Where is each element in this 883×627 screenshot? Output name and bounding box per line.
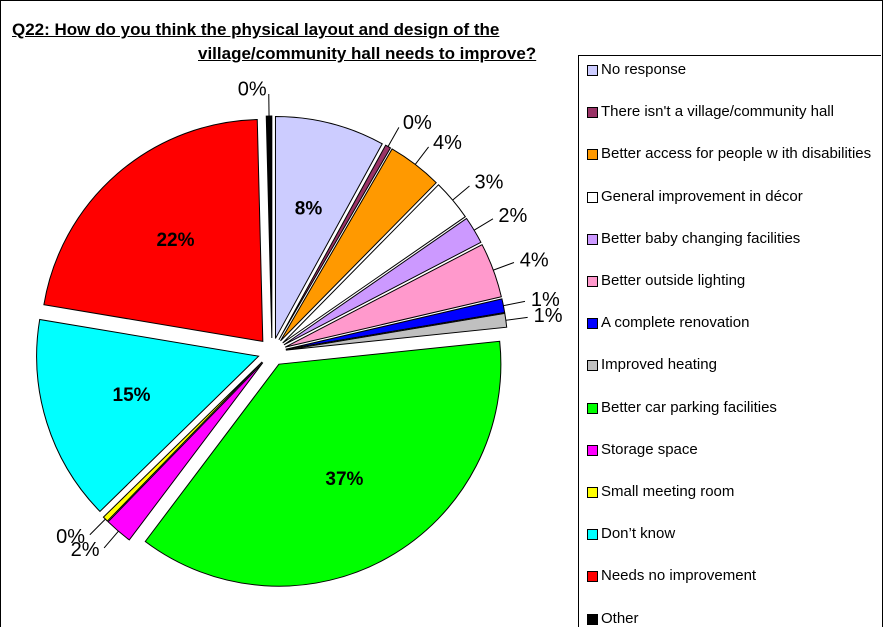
- leader-line: [89, 518, 106, 536]
- legend-label: Better car parking facilities: [601, 398, 777, 416]
- legend-label: Better access for people w ith disabilit…: [601, 145, 872, 163]
- leader-line: [473, 218, 494, 231]
- data-label: 2%: [71, 539, 100, 561]
- data-label: 8%: [295, 198, 323, 219]
- pie-slice: [284, 244, 502, 348]
- legend-label: Needs no improvement: [601, 567, 757, 585]
- legend-label: Storage space: [601, 440, 698, 458]
- legend-label: Small meeting room: [601, 483, 735, 500]
- legend-swatch: [587, 529, 598, 541]
- legend-label: Better baby changing facilities: [601, 229, 801, 247]
- leader-line: [493, 262, 515, 271]
- chart-title: village/community hall needs to improve?: [198, 44, 537, 63]
- pie-slice: [265, 115, 273, 339]
- chart-title: Q22: How do you think the physical layou…: [12, 20, 500, 39]
- data-label: 15%: [113, 385, 151, 406]
- leader-line: [505, 316, 528, 321]
- pie-slice: [278, 144, 392, 341]
- data-label: 4%: [433, 132, 462, 154]
- data-label: 1%: [534, 305, 563, 327]
- leader-line: [503, 300, 526, 307]
- leader-line: [387, 127, 400, 147]
- legend-swatch: [587, 444, 598, 456]
- data-label: 1%: [531, 289, 560, 311]
- legend-label: Other: [601, 609, 639, 627]
- leader-line: [103, 530, 119, 549]
- data-label: 0%: [56, 526, 85, 548]
- legend-swatch: [587, 613, 598, 625]
- legend-swatch: [587, 107, 598, 119]
- legend-swatch: [587, 191, 598, 203]
- data-label: 0%: [238, 78, 267, 100]
- legend-swatch: [587, 149, 598, 161]
- legend-swatch: [587, 487, 598, 498]
- legend-label: There isn't a village/community hall: [601, 103, 834, 121]
- data-label: 22%: [156, 230, 194, 251]
- legend-swatch: [587, 571, 598, 583]
- data-label: 3%: [475, 172, 504, 194]
- pie-slice: [144, 340, 502, 587]
- data-label: 4%: [520, 249, 549, 271]
- legend-label: Better outside lighting: [601, 272, 746, 289]
- legend-label: Don’t know: [601, 525, 676, 543]
- legend-swatch: [587, 276, 598, 287]
- legend-label: General improvement in décor: [601, 187, 803, 205]
- data-label: 0%: [403, 112, 432, 134]
- pie-slice: [280, 148, 437, 342]
- data-label: 2%: [498, 205, 527, 227]
- legend-swatch: [587, 402, 598, 414]
- legend-label: Improved heating: [601, 356, 717, 374]
- pie-slice: [36, 318, 260, 513]
- data-label: 37%: [325, 469, 363, 490]
- pie-slice: [285, 298, 506, 350]
- legend-swatch: [587, 65, 598, 76]
- legend-label: No response: [601, 61, 687, 78]
- legend-swatch: [587, 318, 598, 330]
- legend-swatch: [587, 360, 598, 372]
- leader-line: [414, 146, 429, 165]
- leader-line: [452, 185, 470, 201]
- legend: No response There isn't a village/communi…: [578, 55, 881, 627]
- pie-slice: [43, 118, 264, 343]
- pie-slice: [274, 115, 383, 339]
- legend-swatch: [587, 233, 598, 245]
- legend-label: A complete renovation: [601, 314, 750, 332]
